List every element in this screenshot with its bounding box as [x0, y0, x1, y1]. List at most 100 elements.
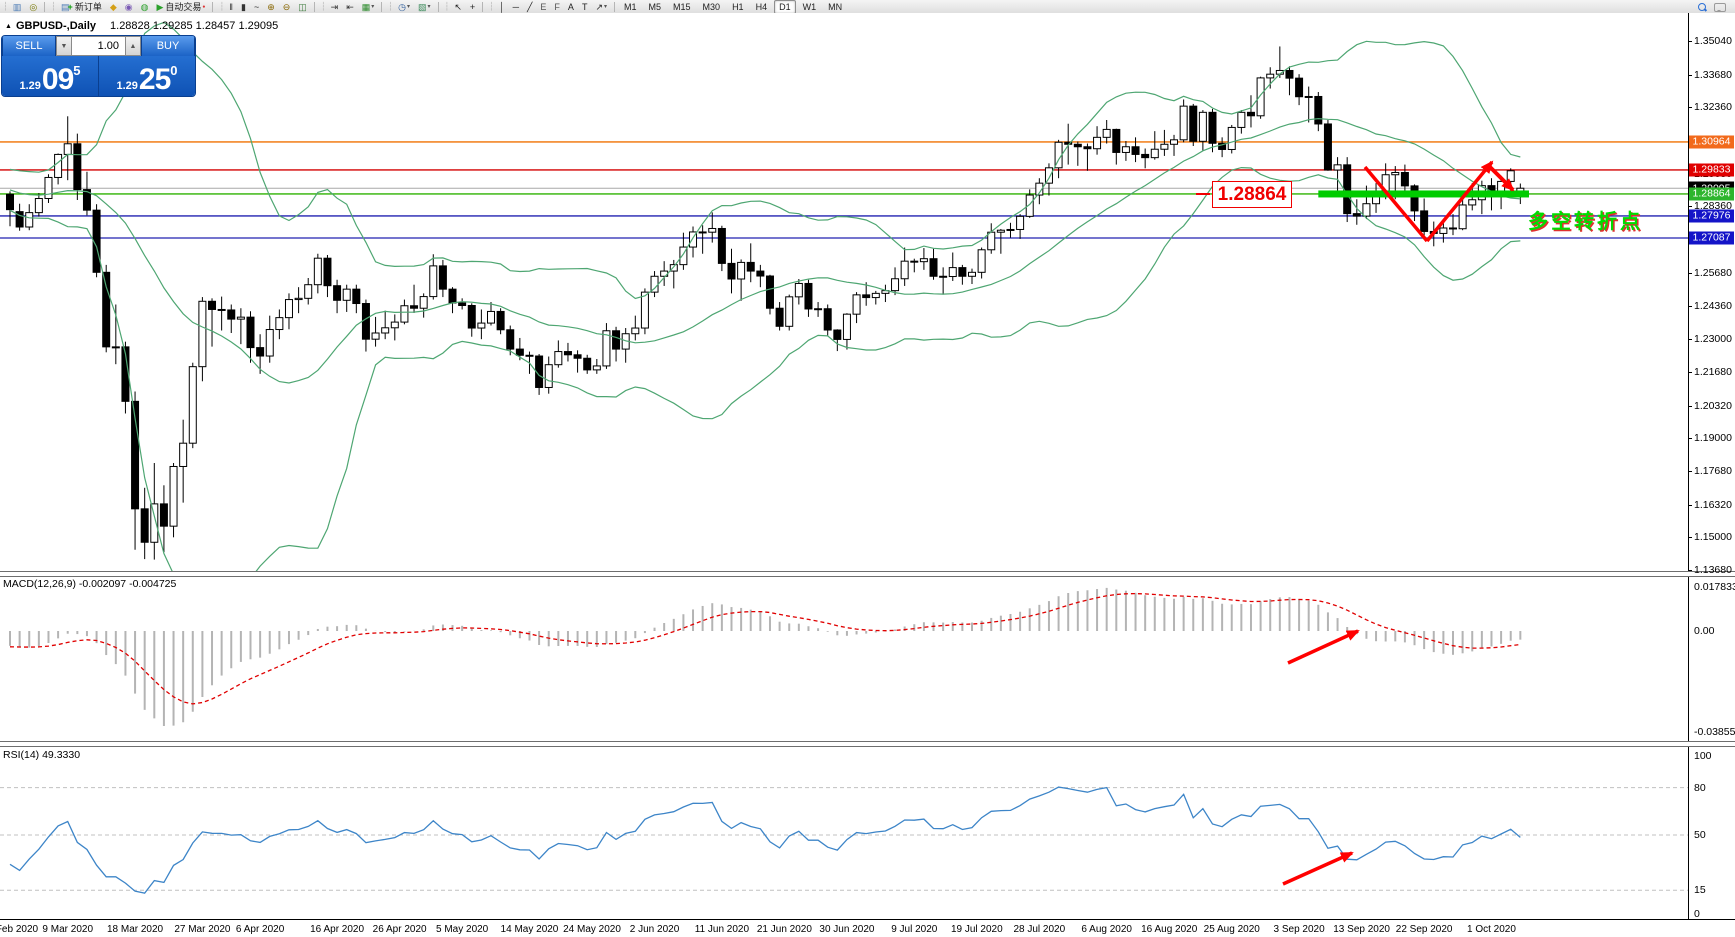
price-tick-mark: [1688, 470, 1692, 472]
candles-series: [6, 46, 1525, 560]
vline-icon[interactable]: │: [496, 0, 508, 13]
templates-icon[interactable]: ▧ ▾: [415, 0, 434, 13]
text-icon[interactable]: A: [565, 0, 577, 13]
candle-body: [1323, 123, 1332, 171]
candle-body: [6, 193, 14, 211]
price-callout-label[interactable]: 1.28864: [1212, 181, 1292, 209]
rsi-panel-splitter[interactable]: [0, 741, 1735, 747]
candle-body: [842, 313, 851, 340]
candle-body: [958, 267, 967, 277]
timeframe-m5[interactable]: M5: [648, 1, 662, 12]
volume-increase-button[interactable]: ▲: [125, 36, 141, 56]
toolbar-grip: ┆: [219, 2, 225, 11]
price-tick-mark: [1688, 339, 1692, 341]
candle-body: [919, 258, 928, 263]
timeframe-w1[interactable]: W1: [802, 1, 817, 12]
channel-icon[interactable]: F: [551, 0, 563, 13]
candle-body: [814, 308, 823, 311]
autotrading-button[interactable]: ▶ 自动交易 ●: [153, 0, 208, 13]
candle-body: [602, 330, 611, 367]
ask-quote[interactable]: 1.29 25 0: [99, 56, 195, 96]
text-label-icon[interactable]: T: [579, 0, 591, 13]
macd-axis-tick: 0.017833: [1694, 581, 1735, 594]
candle-body: [669, 264, 678, 272]
turning-point-annotation[interactable]: 多空转折点: [1528, 211, 1643, 233]
candle-body: [1362, 203, 1371, 217]
rsi-panel: [0, 786, 1688, 894]
volume-input[interactable]: 1.00: [72, 36, 125, 56]
rsi-axis-tick: 80: [1694, 781, 1706, 794]
metaeditor-icon[interactable]: ◆: [107, 0, 120, 13]
timeframe-m30[interactable]: M30: [702, 1, 721, 12]
candle-body: [102, 271, 111, 348]
candle-body: [554, 351, 563, 366]
community-icon[interactable]: ◉: [122, 0, 136, 13]
window-marker-icon: ▲: [5, 22, 12, 30]
periods-icon[interactable]: ◷ ▾: [395, 0, 413, 13]
level-price-label: 1.28864: [1689, 187, 1734, 201]
new-order-button[interactable]: ▤ + 新订单: [58, 0, 105, 13]
timeframe-mn[interactable]: MN: [828, 1, 843, 12]
candle-body: [1093, 136, 1102, 150]
candle-body: [765, 275, 774, 309]
candle-body: [236, 316, 245, 320]
candle-body: [746, 261, 755, 272]
price-tick: 1.20320: [1694, 399, 1732, 412]
arrows-icon[interactable]: ↗ ▾: [592, 0, 610, 13]
chart-shift-icon[interactable]: ⇤: [343, 0, 357, 13]
symbol-period-label: GBPUSD-,Daily: [15, 20, 97, 32]
timeframe-h4[interactable]: H4: [755, 1, 768, 12]
indicators-icon[interactable]: ▦ ▾: [359, 0, 378, 13]
price-tick-mark: [1688, 272, 1692, 274]
macd-panel: [9, 587, 1522, 727]
sell-button[interactable]: SELL: [2, 36, 56, 56]
zoom-in-icon: ⊕: [267, 1, 275, 12]
timeframe-m1[interactable]: M1: [624, 1, 637, 12]
hline-icon[interactable]: ─: [510, 0, 522, 13]
volume-decrease-button[interactable]: ▼: [56, 36, 72, 56]
profiles-icon[interactable]: ◎: [26, 0, 40, 13]
new-chart-icon[interactable]: ▥: [10, 0, 25, 13]
candle-body: [169, 465, 178, 527]
chart-canvas[interactable]: [0, 0, 1688, 937]
date-tick-label: 26 Apr 2020: [372, 924, 427, 935]
candle-body: [1295, 77, 1304, 98]
tile-windows-icon[interactable]: ◫: [295, 0, 310, 13]
macd-axis-tick: 0.00: [1694, 625, 1715, 637]
tile-windows-icon: ◫: [298, 1, 307, 12]
timeframe-d1[interactable]: D1: [774, 0, 796, 13]
one-click-trading-panel: SELL ▼ 1.00 ▲ BUY 1.29 09 5 1.29 25 0: [2, 36, 195, 96]
candle-body: [1400, 172, 1409, 187]
candle-chart-icon[interactable]: ▮: [238, 0, 249, 13]
signals-icon[interactable]: ◍: [138, 0, 152, 13]
candle-body: [1083, 146, 1092, 150]
price-tick: 1.16320: [1694, 498, 1732, 511]
candle-body: [1391, 172, 1400, 176]
bid-quote[interactable]: 1.29 09 5: [2, 56, 99, 96]
crosshair-icon[interactable]: +: [467, 0, 478, 13]
timeframe-m15[interactable]: M15: [673, 1, 691, 12]
rsi-axis-tick: 15: [1694, 884, 1706, 897]
zoom-out-icon[interactable]: ⊖: [280, 0, 294, 13]
trendline-icon[interactable]: ╱: [524, 0, 535, 13]
search-icon[interactable]: [1698, 2, 1707, 12]
line-chart-icon[interactable]: ~: [251, 0, 262, 13]
zoom-in-icon[interactable]: ⊕: [264, 0, 278, 13]
buy-button[interactable]: BUY: [141, 36, 195, 56]
candle-body: [727, 262, 736, 280]
cursor-icon: ↖: [454, 1, 462, 12]
fibonacci-icon[interactable]: E: [537, 0, 549, 13]
candle-body: [208, 300, 217, 310]
macd-panel-splitter[interactable]: [0, 571, 1735, 577]
timeframe-h1[interactable]: H1: [732, 1, 744, 12]
chart-shift-icon: ⇤: [346, 1, 354, 12]
channel-icon: F: [554, 1, 560, 12]
scroll-to-end-icon[interactable]: ⇥: [328, 0, 342, 13]
bar-chart-icon[interactable]: ‖: [226, 0, 236, 13]
chat-icon[interactable]: [1714, 2, 1726, 12]
candle-body: [698, 231, 707, 234]
cursor-icon[interactable]: ↖: [451, 0, 465, 13]
price-tick: 1.24360: [1694, 299, 1732, 312]
price-tick-mark: [1688, 537, 1692, 539]
